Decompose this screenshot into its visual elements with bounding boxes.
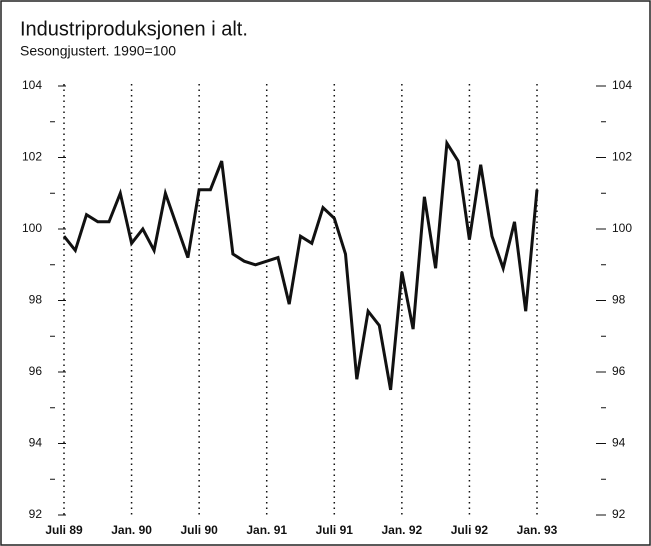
y-tick-label-right: 100: [612, 221, 632, 235]
y-tick-label: 102: [22, 150, 42, 164]
x-tick-label: Juli 89: [45, 523, 83, 537]
y-tick-label-right: 96: [612, 364, 626, 378]
y-tick-label: 104: [22, 78, 42, 92]
x-tick-label: Jan. 90: [111, 523, 152, 537]
y-tick-label-right: 98: [612, 293, 626, 307]
y-tick-label-right: 92: [612, 507, 626, 521]
x-tick-label: Juli 91: [316, 523, 354, 537]
chart-subtitle: Sesongjustert. 1990=100: [20, 43, 176, 59]
x-tick-label: Jan. 91: [246, 523, 287, 537]
y-tick-label: 94: [29, 436, 43, 450]
y-tick-label-right: 94: [612, 436, 626, 450]
y-tick-label: 92: [29, 507, 43, 521]
x-tick-label: Jan. 93: [517, 523, 558, 537]
y-tick-label-right: 102: [612, 150, 632, 164]
chart-title: Industriproduksjonen i alt.: [20, 18, 248, 40]
y-tick-label: 100: [22, 221, 42, 235]
y-tick-label: 98: [29, 293, 43, 307]
x-tick-label: Juli 90: [180, 523, 218, 537]
y-tick-label-right: 104: [612, 78, 632, 92]
x-tick-label: Jan. 92: [382, 523, 423, 537]
line: [62, 138, 539, 391]
x-tick-label: Juli 92: [451, 523, 489, 537]
y-tick-label: 96: [29, 364, 43, 378]
